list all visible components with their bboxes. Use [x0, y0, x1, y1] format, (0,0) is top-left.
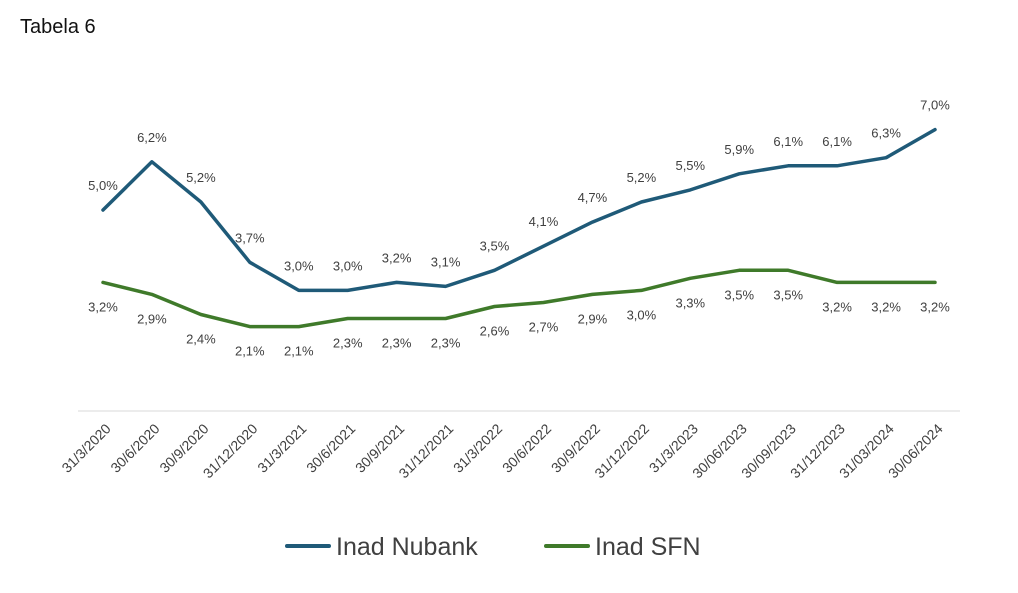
data-label-sfn: 2,7% [529, 320, 559, 335]
data-label-sfn: 3,2% [822, 299, 852, 314]
data-label-nubank: 3,7% [235, 230, 265, 245]
data-label-sfn: 2,6% [480, 324, 510, 339]
data-label-nubank: 3,5% [480, 238, 510, 253]
data-label-sfn: 3,2% [88, 299, 118, 314]
data-label-sfn: 2,9% [578, 311, 608, 326]
data-label-sfn: 2,1% [284, 344, 314, 359]
data-label-sfn: 3,2% [920, 299, 950, 314]
data-label-sfn: 3,3% [675, 295, 705, 310]
data-label-nubank: 3,2% [382, 250, 412, 265]
data-label-sfn: 2,3% [382, 336, 412, 351]
x-tick-label: 30/6/2022 [499, 420, 555, 476]
x-tick-label: 31/3/2022 [450, 420, 506, 476]
legend-label-inad-nubank: Inad Nubank [336, 533, 478, 561]
data-label-nubank: 3,0% [284, 258, 314, 273]
data-label-sfn: 2,3% [431, 336, 461, 351]
data-label-nubank: 6,1% [822, 134, 852, 149]
data-label-nubank: 6,2% [137, 130, 167, 145]
data-label-nubank: 3,0% [333, 258, 363, 273]
data-label-sfn: 2,4% [186, 332, 216, 347]
legend-label-inad-sfn: Inad SFN [595, 533, 701, 561]
page-title: Tabela 6 [20, 16, 96, 38]
data-label-nubank: 4,1% [529, 214, 559, 229]
data-label-sfn: 3,0% [627, 307, 657, 322]
data-label-nubank: 6,1% [773, 134, 803, 149]
data-label-sfn: 2,1% [235, 344, 265, 359]
data-label-nubank: 4,7% [578, 190, 608, 205]
data-label-sfn: 2,3% [333, 336, 363, 351]
x-tick-label: 31/3/2020 [58, 420, 114, 476]
data-label-nubank: 7,0% [920, 98, 950, 113]
x-tick-label: 30/6/2020 [107, 420, 163, 476]
x-tick-label: 30/6/2021 [303, 420, 359, 476]
data-label-nubank: 5,0% [88, 178, 118, 193]
data-label-nubank: 5,2% [186, 170, 216, 185]
data-label-nubank: 5,2% [627, 170, 657, 185]
data-label-sfn: 2,9% [137, 311, 167, 326]
data-label-sfn: 3,2% [871, 299, 901, 314]
data-label-nubank: 3,1% [431, 254, 461, 269]
data-label-sfn: 3,5% [724, 287, 754, 302]
data-label-sfn: 3,5% [773, 287, 803, 302]
data-label-nubank: 5,9% [724, 142, 754, 157]
data-label-nubank: 5,5% [675, 158, 705, 173]
series-line-inad-nubank [101, 127, 937, 293]
x-tick-label: 31/3/2021 [254, 420, 310, 476]
series-line-inad-sfn [101, 268, 937, 329]
data-label-nubank: 6,3% [871, 126, 901, 141]
